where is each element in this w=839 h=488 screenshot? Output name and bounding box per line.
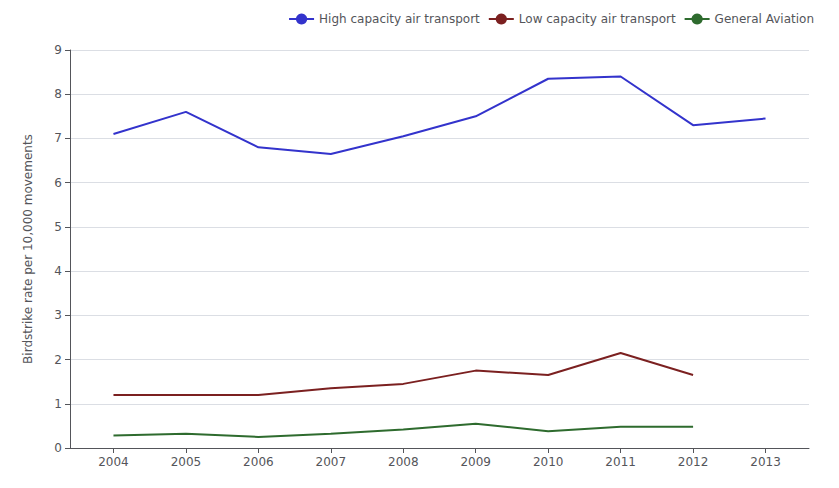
svg-text:2007: 2007 bbox=[316, 455, 347, 469]
svg-text:2009: 2009 bbox=[460, 455, 491, 469]
svg-text:Birdstrike rate per 10,000 mov: Birdstrike rate per 10,000 movements bbox=[21, 134, 35, 364]
svg-text:8: 8 bbox=[54, 87, 62, 101]
svg-text:2008: 2008 bbox=[388, 455, 419, 469]
svg-text:2: 2 bbox=[54, 353, 62, 367]
svg-text:2013: 2013 bbox=[750, 455, 781, 469]
svg-text:0: 0 bbox=[54, 441, 62, 455]
svg-text:7: 7 bbox=[54, 131, 62, 145]
svg-text:2010: 2010 bbox=[533, 455, 564, 469]
svg-text:High capacity air transport: High capacity air transport bbox=[319, 12, 480, 26]
svg-text:2006: 2006 bbox=[243, 455, 274, 469]
svg-text:2011: 2011 bbox=[605, 455, 636, 469]
svg-text:2012: 2012 bbox=[678, 455, 709, 469]
svg-text:General Aviation: General Aviation bbox=[715, 12, 814, 26]
svg-text:6: 6 bbox=[54, 176, 62, 190]
svg-text:5: 5 bbox=[54, 220, 62, 234]
svg-text:2004: 2004 bbox=[98, 455, 129, 469]
svg-text:2005: 2005 bbox=[171, 455, 202, 469]
svg-text:Low capacity air transport: Low capacity air transport bbox=[519, 12, 676, 26]
svg-text:3: 3 bbox=[54, 308, 62, 322]
svg-text:1: 1 bbox=[54, 397, 62, 411]
svg-text:9: 9 bbox=[54, 43, 62, 57]
svg-text:4: 4 bbox=[54, 264, 62, 278]
